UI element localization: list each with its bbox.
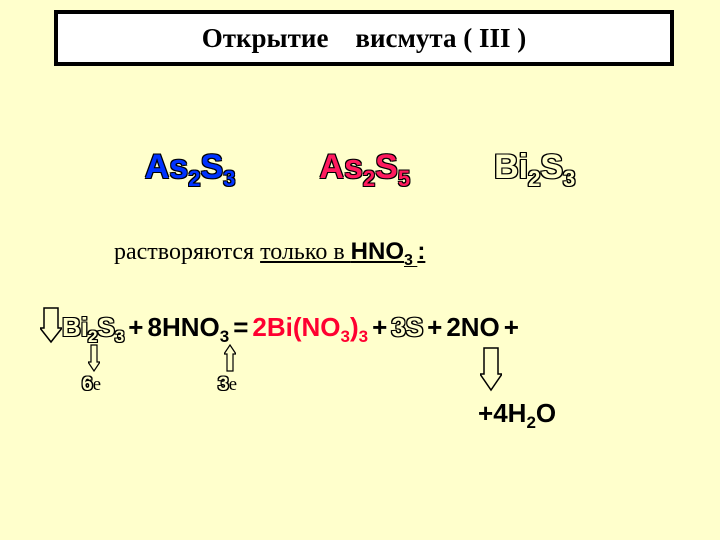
equation-row: Bi2S3 + 8HNO3 = 2Bi(NO3)3 + 3S + 2NO +: [38, 312, 523, 343]
subscript: 3: [223, 166, 235, 192]
plus: +: [478, 398, 493, 428]
subscript: 2: [363, 166, 375, 192]
formula-bi2s3: Bi 2 S 3: [494, 148, 575, 187]
text-hno: HNO: [351, 238, 404, 265]
equals: =: [233, 312, 248, 343]
text: S: [97, 312, 114, 342]
subscript: 3: [359, 327, 368, 346]
colon: :: [417, 238, 425, 265]
text: S: [406, 312, 423, 342]
text: As: [145, 148, 188, 187]
eq-3s: 3S: [391, 312, 423, 343]
page-title: Открытие висмута ( III ): [202, 23, 527, 54]
plus: +: [504, 312, 519, 343]
text: S: [375, 148, 398, 187]
subscript: 3: [563, 166, 575, 192]
text: Bi(NO: [267, 312, 341, 342]
text: 4H: [493, 398, 526, 428]
text: 2: [252, 312, 266, 342]
dissolve-text: растворяются только в HNO3 :: [114, 238, 425, 266]
text: 6: [82, 374, 93, 395]
sulfide-formulas-row: As 2 S 3 As 2 S 5 Bi 2 S 3: [0, 148, 720, 187]
subscript: 2: [528, 166, 540, 192]
text: O: [536, 398, 556, 428]
text: ): [350, 312, 359, 342]
text: e: [229, 374, 237, 395]
electron-label-3e: 3e: [218, 374, 237, 396]
text: 3: [391, 312, 405, 342]
formula-as2s3: As 2 S 3: [145, 148, 236, 187]
arrow-down-icon: [88, 344, 100, 372]
text: растворяются: [114, 239, 260, 265]
subscript: 3: [404, 252, 417, 269]
text: S: [540, 148, 563, 187]
title-box: Открытие висмута ( III ): [54, 10, 674, 66]
text: S: [200, 148, 223, 187]
text: 3: [218, 374, 229, 395]
text: 8: [147, 312, 161, 342]
subscript: 3: [341, 327, 350, 346]
plus: +: [372, 312, 387, 343]
equation-tail: +4H2O: [478, 398, 556, 429]
text: Bi: [62, 312, 88, 342]
text: Bi: [494, 148, 528, 187]
eq-bi2s3: Bi2S3: [62, 312, 124, 343]
eq-8hno3: 8HNO3: [147, 312, 229, 343]
text-underlined: только в: [260, 239, 351, 265]
eq-2bino33: 2Bi(NO3)3: [252, 312, 368, 343]
subscript: 2: [188, 166, 200, 192]
text: NO: [461, 312, 500, 342]
text: As: [319, 148, 362, 187]
subscript: 5: [398, 166, 410, 192]
arrow-up-icon: [224, 344, 236, 372]
formula-as2s5: As 2 S 5: [319, 148, 410, 187]
subscript: 3: [115, 327, 124, 346]
text: 2: [446, 312, 460, 342]
subscript: 2: [526, 413, 535, 432]
electron-label-6e: 6e: [82, 374, 101, 396]
text: HNO: [162, 312, 220, 342]
plus: +: [128, 312, 143, 343]
plus: +: [427, 312, 442, 343]
eq-2no: 2NO: [446, 312, 499, 343]
text: e: [93, 374, 101, 395]
arrow-down-icon: [480, 346, 502, 392]
